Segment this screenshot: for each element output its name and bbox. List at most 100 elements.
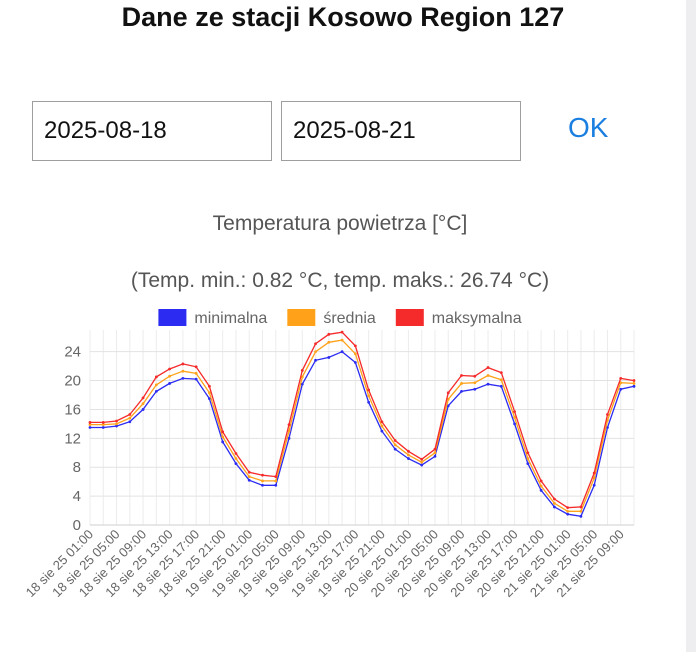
data-point (552, 505, 556, 509)
data-point (247, 478, 251, 482)
data-point (247, 475, 251, 479)
data-point (181, 369, 185, 373)
data-point (566, 506, 570, 510)
data-point (101, 426, 105, 429)
data-point (632, 384, 636, 388)
data-point (194, 365, 198, 369)
data-point (592, 483, 596, 487)
data-point (433, 451, 437, 455)
data-point (208, 391, 211, 395)
data-point (115, 422, 118, 426)
data-point (473, 387, 477, 391)
data-point (367, 394, 371, 398)
data-point (380, 429, 384, 433)
data-point (539, 479, 543, 483)
data-point (208, 384, 211, 388)
data-point (499, 384, 503, 388)
date-from-input[interactable] (32, 101, 272, 161)
data-point (393, 439, 397, 442)
data-point (619, 387, 623, 391)
data-point (154, 375, 158, 379)
data-point (513, 415, 516, 419)
data-point (221, 430, 225, 434)
data-point (486, 374, 490, 377)
data-point (181, 362, 185, 366)
data-point (234, 457, 238, 460)
data-point (407, 457, 410, 460)
data-point (499, 378, 503, 382)
data-point (314, 342, 317, 346)
data-point (300, 382, 304, 386)
data-point (327, 340, 331, 344)
legend-item[interactable]: minimalna (158, 309, 267, 327)
data-point (499, 371, 503, 375)
data-point (460, 374, 463, 377)
data-point (181, 376, 185, 380)
data-point (247, 470, 251, 474)
data-point (566, 512, 570, 516)
data-point (486, 382, 490, 386)
data-point (261, 479, 264, 483)
data-point (287, 423, 291, 427)
data-point (208, 397, 211, 401)
y-tick-label: 8 (73, 459, 81, 476)
data-point (579, 509, 583, 513)
series-line-minimalna (90, 350, 635, 518)
data-point (115, 419, 118, 423)
legend-label: minimalna (194, 310, 267, 327)
data-point (234, 452, 238, 455)
data-point (141, 396, 145, 400)
legend-swatch (287, 309, 316, 326)
data-point (115, 424, 118, 428)
data-point (526, 462, 530, 466)
data-point (579, 505, 583, 509)
date-to-input[interactable] (281, 101, 521, 161)
scrollbar[interactable] (686, 0, 696, 652)
data-point (433, 447, 437, 451)
legend-label: maksymalna (432, 310, 522, 327)
data-point (353, 361, 357, 364)
data-point (141, 402, 145, 406)
data-point (141, 408, 145, 411)
legend-label: średnia (323, 310, 376, 327)
legend-item[interactable]: średnia (287, 309, 376, 327)
data-point (221, 435, 225, 439)
legend-item[interactable]: maksymalna (395, 309, 522, 327)
data-point (261, 483, 264, 487)
data-point (393, 447, 397, 451)
data-point (101, 421, 105, 424)
data-point (486, 366, 490, 369)
data-point (168, 382, 172, 385)
data-point (526, 451, 530, 455)
data-point (194, 377, 198, 381)
data-point (539, 484, 543, 488)
data-point (513, 422, 516, 426)
data-point (101, 423, 105, 427)
data-point (592, 476, 596, 480)
legend-swatch (158, 309, 187, 326)
data-point (287, 429, 291, 433)
data-point (592, 471, 596, 475)
data-point (314, 350, 317, 354)
data-point (552, 501, 556, 505)
legend-swatch (395, 309, 424, 326)
data-point (168, 367, 172, 371)
y-tick-label: 12 (64, 430, 81, 447)
ok-button[interactable]: OK (568, 112, 609, 143)
data-point (632, 379, 636, 382)
series-line-maksymalna (90, 331, 635, 509)
data-point (393, 443, 397, 447)
data-point (194, 371, 198, 375)
data-point (367, 388, 371, 392)
chart-subtitle: (Temp. min.: 0.82 °C, temp. maks.: 26.74… (131, 269, 549, 292)
plot-area (88, 330, 636, 518)
data-point (274, 475, 278, 479)
data-point (579, 514, 583, 518)
y-tick-label: 20 (64, 373, 81, 390)
series-line-średnia (90, 339, 635, 512)
data-point (353, 344, 357, 348)
data-point (552, 497, 556, 501)
data-point (606, 413, 609, 416)
data-point (353, 352, 357, 356)
y-tick-label: 4 (73, 488, 81, 505)
